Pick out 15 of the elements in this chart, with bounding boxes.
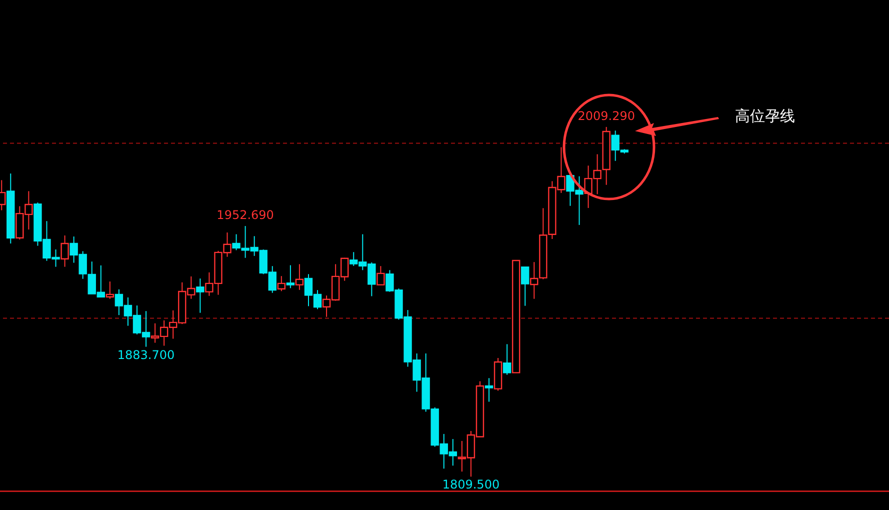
candlestick [376, 266, 385, 286]
annotation: 1809.500 [442, 478, 500, 492]
candlestick [521, 266, 530, 306]
candlestick [502, 344, 512, 376]
candlestick [196, 278, 204, 314]
candlestick [277, 276, 286, 292]
candlestick [295, 264, 304, 290]
candlestick [60, 234, 69, 268]
candlestick [484, 378, 494, 402]
candlestick [286, 264, 295, 289]
annotation: 1952.690 [216, 208, 274, 222]
annotation: 1883.700 [117, 348, 175, 362]
candlestick [106, 280, 114, 300]
text: 高位孕线 [735, 107, 795, 126]
annotation: 2009.290 [578, 108, 635, 123]
